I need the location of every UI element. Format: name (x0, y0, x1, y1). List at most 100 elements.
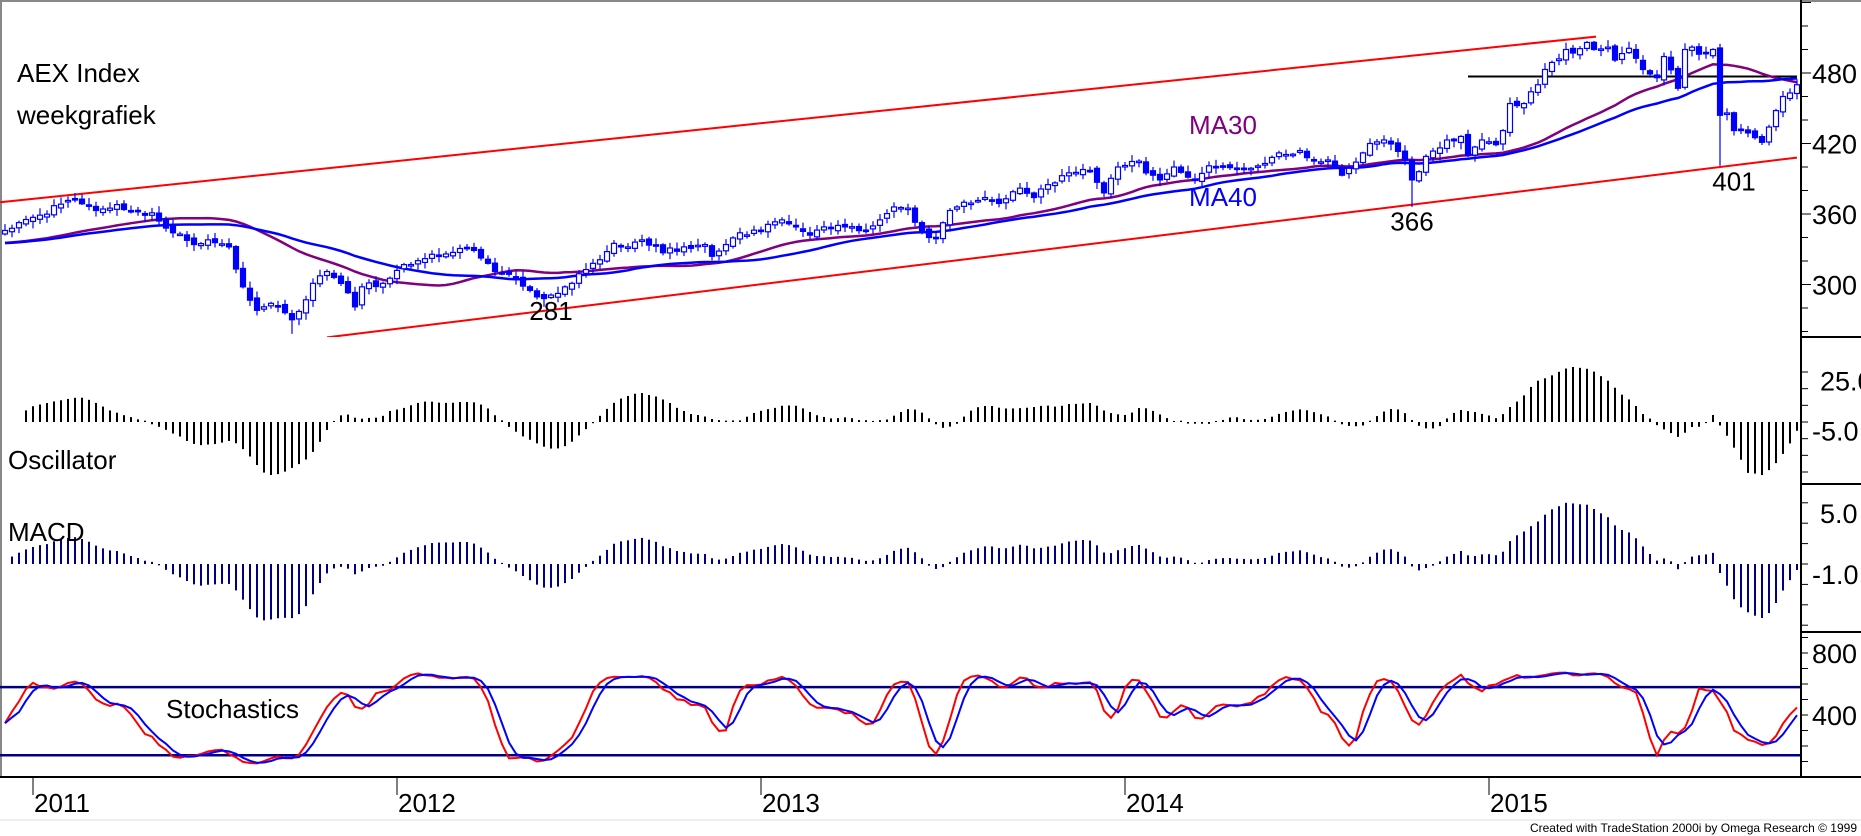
candle-body (428, 253, 436, 259)
candle (1730, 111, 1738, 136)
candle-body (190, 237, 198, 246)
candle-body (1177, 166, 1185, 173)
candle-body (1191, 178, 1199, 182)
candle-body (1345, 167, 1353, 175)
candle (1093, 165, 1101, 189)
candle (687, 240, 695, 253)
candle (239, 261, 247, 289)
candle-body (603, 251, 611, 262)
year-label: 2011 (34, 788, 90, 818)
candle-body (1450, 138, 1458, 142)
price-tick-label: 300 (1812, 271, 1857, 301)
candle (57, 197, 65, 214)
candle-body (218, 243, 226, 246)
candle (302, 295, 310, 320)
candle (1128, 155, 1136, 173)
candle (1772, 108, 1780, 132)
candle-body (1163, 173, 1171, 180)
candle-body (1303, 150, 1311, 159)
candle-body (778, 219, 786, 224)
candle-body (239, 267, 247, 288)
candle-body (302, 299, 310, 314)
candle (78, 194, 86, 205)
candle (141, 210, 149, 223)
candle-body (477, 248, 485, 259)
candle-body (1233, 167, 1241, 171)
candle (1793, 79, 1800, 100)
candle (1268, 155, 1276, 167)
candle-body (1737, 128, 1745, 132)
candle-body (330, 272, 338, 279)
candle-body (967, 202, 975, 206)
candle-body (246, 287, 254, 301)
candle-body (694, 244, 702, 248)
candle (1653, 70, 1661, 83)
candle (778, 217, 786, 227)
macd-tick-label: -1.0 (1812, 560, 1859, 590)
candle-body (638, 239, 646, 243)
candle (617, 243, 625, 253)
candle (1555, 53, 1563, 66)
candle-body (834, 224, 842, 232)
candle (204, 234, 212, 250)
candle (120, 200, 128, 211)
candle-body (50, 205, 58, 216)
candle (351, 286, 359, 311)
candle-body (925, 228, 933, 239)
candle-body (1030, 192, 1038, 199)
candle (1030, 191, 1038, 203)
candle-body (22, 218, 30, 225)
candle-body (960, 201, 968, 207)
candle-body (1709, 48, 1717, 57)
candle-body (1317, 161, 1325, 164)
candle (610, 240, 618, 257)
candle (134, 206, 142, 216)
candle (715, 248, 723, 261)
candle-body (995, 198, 1003, 205)
candle (1758, 134, 1766, 145)
candle-body (540, 293, 548, 300)
candle (722, 239, 730, 256)
candle (491, 257, 499, 276)
candle-body (1240, 167, 1248, 171)
candle-body (897, 206, 905, 210)
annotation-ma40: MA40 (1189, 182, 1257, 212)
candle (1226, 161, 1234, 171)
candle (1597, 44, 1605, 57)
price-tick-label: 480 (1812, 59, 1857, 89)
candle (1275, 150, 1283, 160)
candle-body (414, 260, 422, 265)
candle-body (1723, 112, 1731, 116)
candle (1422, 154, 1430, 176)
candle (1002, 194, 1010, 210)
candle-body (1758, 136, 1766, 143)
candle-body (1485, 141, 1493, 144)
candle-body (1548, 61, 1556, 73)
annotation-ma30: MA30 (1189, 110, 1257, 140)
candle (1058, 169, 1066, 184)
candle-body (750, 229, 758, 235)
candle-body (533, 290, 541, 298)
candle (421, 253, 429, 269)
candle-body (1604, 46, 1612, 50)
candle-body (855, 225, 863, 232)
candle-body (1023, 187, 1031, 194)
candle-body (449, 251, 457, 257)
candle (1464, 129, 1472, 158)
candle-body (1464, 133, 1472, 156)
candle-body (1156, 173, 1164, 181)
stochastics-slow-line (4, 671, 1798, 764)
candle-body (708, 245, 716, 257)
candle (1156, 167, 1164, 187)
candle-body (1100, 182, 1108, 194)
candle (1296, 147, 1304, 155)
candle (183, 231, 191, 248)
candle (1611, 44, 1619, 63)
candle (1394, 138, 1402, 158)
candle-body (701, 243, 709, 247)
candle-body (365, 282, 373, 290)
candle (876, 214, 884, 232)
candle-body (911, 207, 919, 223)
candle-body (1058, 175, 1066, 182)
